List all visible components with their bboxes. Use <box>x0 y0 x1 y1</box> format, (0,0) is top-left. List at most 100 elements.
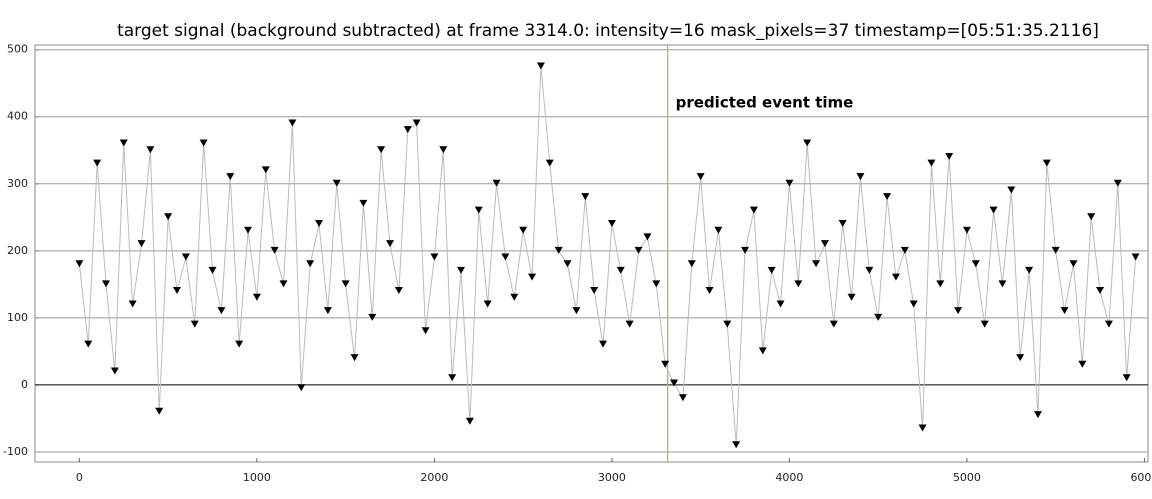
marker <box>173 287 182 295</box>
marker <box>776 300 785 308</box>
x-tick-label: 6000 <box>1130 471 1152 484</box>
marker <box>377 146 386 154</box>
marker <box>962 226 971 234</box>
marker <box>217 307 226 315</box>
marker <box>448 374 457 382</box>
marker <box>1051 246 1060 254</box>
marker <box>288 119 297 127</box>
marker <box>634 246 643 254</box>
marker <box>794 280 803 288</box>
marker <box>412 119 421 127</box>
marker <box>1060 307 1069 315</box>
marker <box>732 441 741 449</box>
x-tick-label: 0 <box>76 471 83 484</box>
marker <box>252 293 261 301</box>
marker <box>510 293 519 301</box>
marker <box>1087 213 1096 221</box>
marker <box>164 213 173 221</box>
marker <box>643 233 652 241</box>
marker <box>661 360 670 368</box>
marker <box>767 266 776 274</box>
marker <box>84 340 93 348</box>
marker <box>865 266 874 274</box>
marker <box>146 146 155 154</box>
marker <box>110 367 119 375</box>
marker <box>465 417 474 425</box>
marker <box>199 139 208 147</box>
marker <box>421 327 430 335</box>
marker <box>625 320 634 328</box>
marker <box>971 260 980 268</box>
marker <box>847 293 856 301</box>
marker <box>536 62 545 70</box>
marker <box>270 246 279 254</box>
event-annotation: predicted event time <box>676 94 854 112</box>
marker <box>741 246 750 254</box>
marker <box>670 379 679 387</box>
marker <box>341 280 350 288</box>
marker <box>430 253 439 261</box>
marker <box>652 280 661 288</box>
marker <box>856 173 865 181</box>
marker <box>758 347 767 355</box>
x-tick-label: 2000 <box>420 471 448 484</box>
marker <box>368 313 377 321</box>
marker <box>359 199 368 207</box>
marker <box>119 139 128 147</box>
marker <box>1025 266 1034 274</box>
marker <box>1104 320 1113 328</box>
marker <box>785 179 794 187</box>
marker <box>820 240 829 248</box>
marker <box>315 220 324 228</box>
marker <box>323 307 332 315</box>
marker <box>616 266 625 274</box>
marker <box>208 266 217 274</box>
marker <box>909 300 918 308</box>
y-tick-label: 0 <box>21 378 28 391</box>
marker <box>457 266 466 274</box>
marker <box>501 253 510 261</box>
marker <box>1122 374 1131 382</box>
marker <box>1033 411 1042 419</box>
marker <box>599 340 608 348</box>
marker <box>545 159 554 167</box>
marker <box>181 253 190 261</box>
marker <box>581 193 590 201</box>
marker <box>590 287 599 295</box>
marker <box>75 260 84 268</box>
marker <box>492 179 501 187</box>
plot-frame <box>34 44 1149 463</box>
y-tick-label: 500 <box>7 43 28 56</box>
marker <box>607 220 616 228</box>
marker <box>554 246 563 254</box>
marker <box>927 159 936 167</box>
marker <box>1069 260 1078 268</box>
marker <box>235 340 244 348</box>
marker <box>803 139 812 147</box>
marker <box>918 424 927 432</box>
y-tick-label: -100 <box>3 445 28 458</box>
x-tick-label: 1000 <box>243 471 271 484</box>
marker <box>226 173 235 181</box>
marker <box>528 273 537 281</box>
marker <box>261 166 270 174</box>
marker <box>945 152 954 160</box>
marker <box>678 394 687 402</box>
marker <box>350 354 359 362</box>
marker <box>900 246 909 254</box>
marker <box>1042 159 1051 167</box>
y-tick-label: 200 <box>7 244 28 257</box>
marker <box>93 159 102 167</box>
marker <box>1007 186 1016 194</box>
marker <box>439 146 448 154</box>
marker <box>883 193 892 201</box>
marker <box>687 260 696 268</box>
marker <box>572 307 581 315</box>
marker <box>954 307 963 315</box>
y-tick-label: 300 <box>7 177 28 190</box>
marker <box>483 300 492 308</box>
marker <box>891 273 900 281</box>
marker <box>519 226 528 234</box>
marker <box>696 173 705 181</box>
